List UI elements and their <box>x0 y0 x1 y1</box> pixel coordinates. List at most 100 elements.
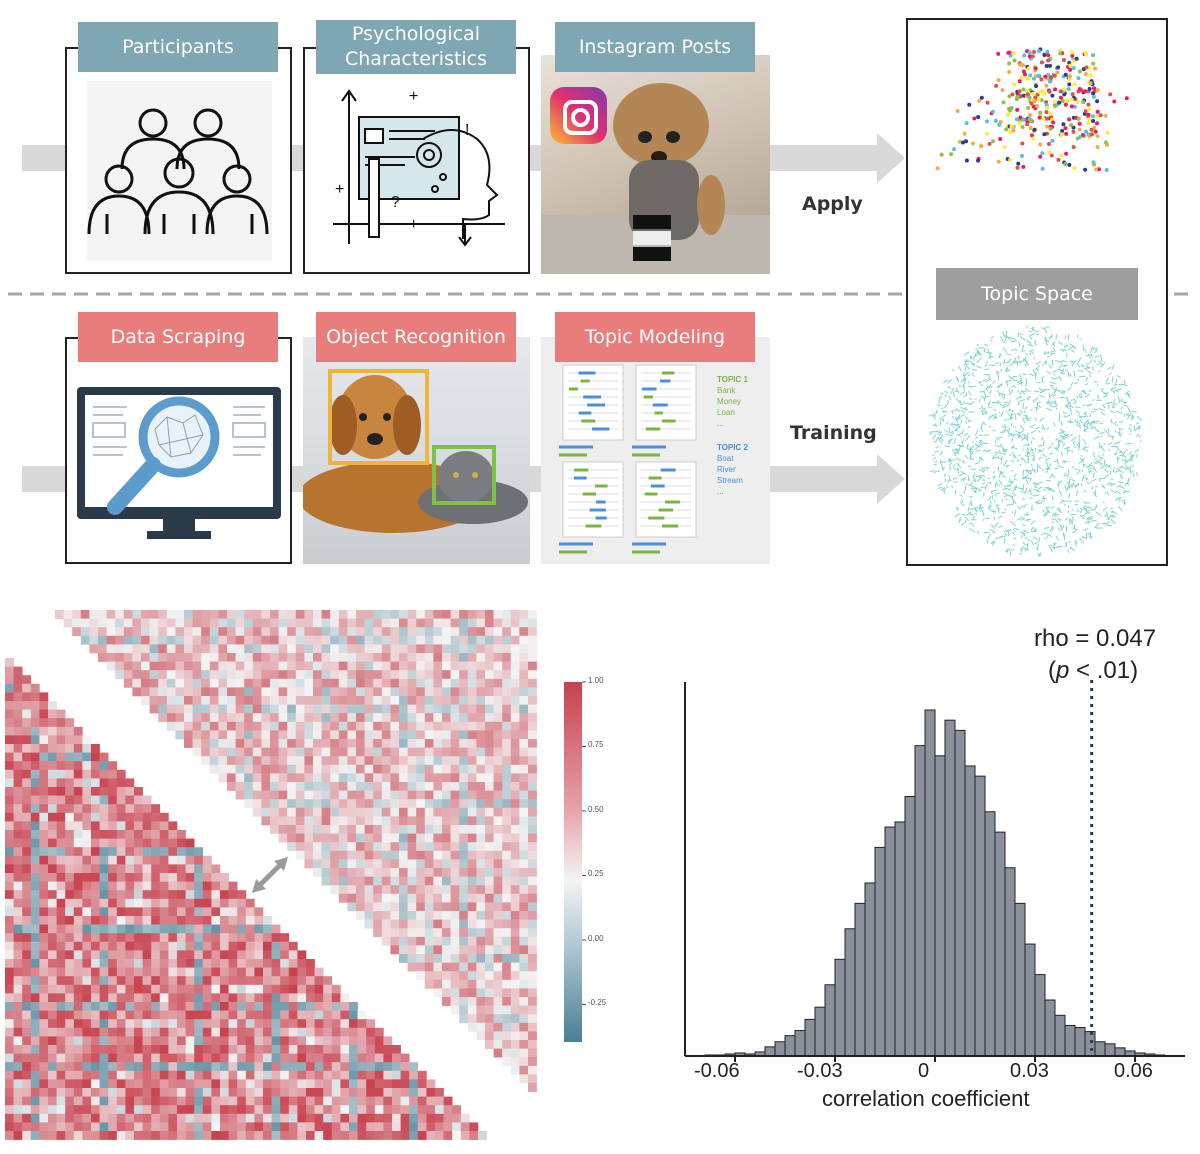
heatmap-cell <box>313 807 322 817</box>
heatmap-cell <box>459 919 469 929</box>
participants-panel <box>65 47 292 274</box>
topic-space-mark <box>1105 401 1113 405</box>
heatmap-cell <box>304 721 314 731</box>
heatmap-cell <box>99 838 109 848</box>
heatmap-cell <box>450 885 460 895</box>
heatmap-cell <box>435 1113 444 1123</box>
heatmap-cell <box>280 1053 290 1063</box>
heatmap-cell <box>209 635 219 645</box>
topic-space-mark <box>1109 409 1115 414</box>
heatmap-cell <box>48 847 57 857</box>
topic-space-mark <box>1007 358 1012 363</box>
heatmap-cell <box>433 919 443 929</box>
heatmap-cell <box>134 993 143 1003</box>
heatmap-cell <box>416 747 426 757</box>
topic-space-mark <box>1136 433 1139 437</box>
heatmap-cell <box>399 807 408 817</box>
heatmap-cell <box>435 1096 444 1106</box>
heatmap-cell <box>235 730 245 740</box>
heatmap-cell <box>82 933 92 943</box>
topic-space-mark <box>1037 400 1041 404</box>
heatmap-cell <box>340 1088 350 1097</box>
heatmap-cell <box>142 890 152 900</box>
heatmap-cell <box>5 683 14 693</box>
heatmap-cell <box>13 812 23 822</box>
heatmap-cell <box>254 1002 264 1011</box>
heatmap-cell <box>373 635 383 645</box>
heatmap-cell <box>22 1036 32 1046</box>
heatmap-cell <box>211 873 221 882</box>
topic-space-mark <box>1086 481 1091 484</box>
topic-point <box>1039 77 1044 82</box>
heatmap-cell <box>424 825 434 834</box>
heatmap-cell <box>510 945 520 955</box>
topic-space-mark <box>934 436 939 443</box>
heatmap-cell <box>125 984 135 994</box>
topic-space-mark <box>1046 467 1050 471</box>
heatmap-cell <box>390 868 400 877</box>
topic-space-mark <box>1102 506 1108 512</box>
topic-space-mark <box>1068 477 1071 483</box>
heatmap-cell <box>467 945 477 955</box>
heatmap-cell <box>399 885 408 895</box>
heatmap-cell <box>433 868 443 877</box>
heatmap-cell <box>73 1070 83 1080</box>
heatmap-cell <box>168 976 178 986</box>
heatmap-cell <box>280 941 290 951</box>
heatmap-cell <box>476 945 486 955</box>
heatmap-cell <box>330 842 340 852</box>
psych-panel: + +! ? + <box>303 47 530 274</box>
topic-space-mark <box>989 389 992 395</box>
topic-point <box>1029 101 1034 106</box>
topic-space-mark <box>1048 393 1051 399</box>
heatmap-cell <box>381 893 391 903</box>
heatmap-cell <box>459 825 469 834</box>
topic-point <box>1050 93 1055 98</box>
topic-space-mark <box>1034 417 1037 422</box>
heatmap-cell <box>321 713 331 723</box>
heatmap-cell <box>442 928 451 938</box>
heatmap-cell <box>424 661 434 671</box>
topic-space-mark <box>1014 501 1017 505</box>
topic-point <box>1007 129 1012 134</box>
heatmap-cell <box>56 735 66 745</box>
topic-point <box>1083 72 1088 77</box>
topic-space-mark <box>1044 465 1051 471</box>
heatmap-cell <box>338 627 348 637</box>
heatmap-cell <box>125 1131 135 1140</box>
topic-space-mark <box>943 487 946 492</box>
heatmap-cell <box>56 709 66 719</box>
heatmap-cell <box>366 1045 376 1054</box>
heatmap-cell <box>261 644 271 654</box>
heatmap-cell <box>227 730 236 740</box>
heatmap-cell <box>424 756 434 766</box>
heatmap-cell <box>280 1019 290 1029</box>
heatmap-cell <box>209 618 219 628</box>
topic-space-mark <box>989 425 992 428</box>
heatmap-cell <box>321 807 331 817</box>
heatmap-cell <box>218 721 228 731</box>
heatmap-cell <box>442 885 451 895</box>
heatmap-cell <box>270 618 279 628</box>
heatmap-cell <box>381 799 391 809</box>
topic-space-mark <box>990 489 998 493</box>
heatmap-cell <box>366 1122 376 1132</box>
heatmap-cell <box>452 1113 462 1123</box>
topic-space-mark <box>996 389 1001 395</box>
heatmap-cell <box>433 773 443 783</box>
heatmap-cell <box>116 1062 126 1072</box>
heatmap-cell <box>39 821 49 831</box>
topic-space-mark <box>1021 524 1026 526</box>
topic-point <box>1022 72 1027 77</box>
heatmap-cell <box>383 1070 393 1080</box>
heatmap-cell <box>416 756 426 766</box>
topic-point <box>962 131 967 136</box>
topic-space-mark <box>1111 388 1116 394</box>
topic-space-mark <box>1022 546 1027 551</box>
heatmap-cell <box>347 721 357 731</box>
topic-space-mark <box>1088 470 1091 474</box>
topic-space-mark <box>1004 508 1007 511</box>
heatmap-cell <box>99 959 109 968</box>
topic-point <box>952 147 957 152</box>
heatmap-cell <box>528 945 537 955</box>
